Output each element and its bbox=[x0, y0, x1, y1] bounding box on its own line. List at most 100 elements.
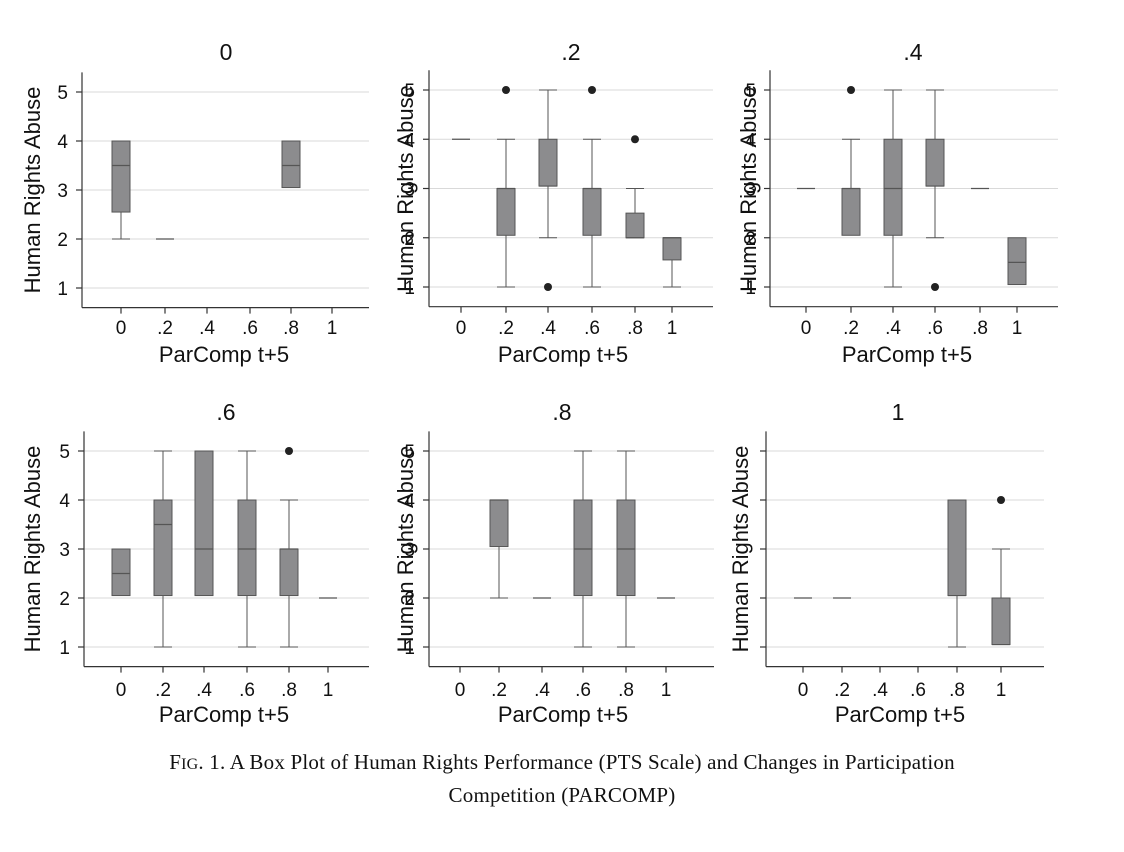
x-tick-label: .2 bbox=[491, 680, 507, 701]
panel-2: 1 2 3 4 5 0 .2 .4 .6 .8 1 .2 ParComp t+5 Human Rights… bbox=[393, 39, 713, 367]
y-tick-label: 3 bbox=[59, 540, 70, 561]
box-.4 bbox=[883, 89, 903, 288]
y-tick-label: 2 bbox=[59, 589, 70, 610]
box-body bbox=[111, 548, 131, 597]
box-.8 bbox=[281, 140, 301, 189]
y-tick-label: 4 bbox=[745, 130, 756, 151]
panel-title: 1 bbox=[892, 399, 905, 425]
x-axis-title: ParComp t+5 bbox=[842, 342, 972, 367]
y-tick-label: 5 bbox=[59, 442, 70, 463]
x-tick-label: .8 bbox=[972, 318, 988, 339]
box-.6 bbox=[573, 450, 593, 648]
box-body bbox=[194, 450, 214, 597]
box-1 bbox=[662, 237, 682, 288]
x-tick-label: 0 bbox=[798, 680, 809, 701]
y-tick-label: 1 bbox=[57, 279, 68, 300]
panel-title: .2 bbox=[561, 39, 580, 65]
x-tick-label: .6 bbox=[239, 680, 255, 701]
box-body bbox=[237, 499, 257, 597]
x-tick-label: .4 bbox=[534, 680, 550, 701]
panel-title: 0 bbox=[220, 39, 233, 65]
caption-fig-number: . 1. bbox=[198, 750, 226, 774]
y-axis-title: Human Rights Abuse bbox=[393, 85, 418, 292]
y-axis-title: Human Rights Abuse bbox=[20, 446, 45, 653]
x-tick-label: .6 bbox=[575, 680, 591, 701]
x-tick-label: 0 bbox=[116, 680, 127, 701]
panel-1: 1 2 3 4 5 0 .2 .4 .6 .8 1 0 ParComp t+5 Human Rights … bbox=[20, 39, 369, 367]
box-.4 bbox=[194, 450, 214, 597]
box-.8 bbox=[947, 499, 967, 648]
box-body bbox=[281, 140, 301, 189]
caption-fig-smallcaps: IG bbox=[181, 756, 199, 773]
outlier-point bbox=[544, 283, 552, 291]
x-tick-label: .8 bbox=[283, 318, 299, 339]
box-body bbox=[279, 548, 299, 597]
x-tick-label: 0 bbox=[116, 318, 127, 339]
x-tick-label: 1 bbox=[327, 318, 338, 339]
x-tick-label: 1 bbox=[661, 680, 672, 701]
y-tick-label: 1 bbox=[404, 278, 415, 299]
box-.8 bbox=[625, 135, 645, 239]
outlier-point bbox=[997, 496, 1005, 504]
panel-title: .8 bbox=[552, 399, 571, 425]
y-tick-label: 3 bbox=[404, 540, 415, 561]
x-tick-label: .6 bbox=[584, 318, 600, 339]
box-0 bbox=[111, 140, 131, 240]
x-tick-label: .8 bbox=[618, 680, 634, 701]
x-tick-label: .8 bbox=[281, 680, 297, 701]
box-.2 bbox=[496, 86, 516, 288]
y-axis-title: Human Rights Abuse bbox=[728, 446, 753, 653]
x-tick-label: .2 bbox=[157, 318, 173, 339]
box-.2 bbox=[153, 450, 173, 648]
y-tick-label: 4 bbox=[404, 491, 415, 512]
y-tick-label: 3 bbox=[745, 180, 756, 201]
box-body bbox=[662, 237, 682, 261]
box-.6 bbox=[582, 86, 602, 288]
box-1 bbox=[991, 496, 1011, 646]
box-body bbox=[883, 138, 903, 236]
x-tick-label: .8 bbox=[949, 680, 965, 701]
y-tick-label: 4 bbox=[59, 491, 70, 512]
x-axis-title: ParComp t+5 bbox=[835, 702, 965, 727]
x-tick-label: .2 bbox=[834, 680, 850, 701]
box-body bbox=[573, 499, 593, 597]
x-tick-label: 1 bbox=[667, 318, 678, 339]
x-tick-label: 1 bbox=[996, 680, 1007, 701]
y-tick-label: 1 bbox=[59, 638, 70, 659]
x-tick-label: .6 bbox=[927, 318, 943, 339]
x-axis-title: ParComp t+5 bbox=[498, 342, 628, 367]
outlier-point bbox=[631, 135, 639, 144]
x-tick-label: .6 bbox=[910, 680, 926, 701]
caption-fig-letter: F bbox=[169, 750, 182, 774]
x-tick-label: 1 bbox=[1012, 318, 1023, 339]
x-tick-label: .4 bbox=[885, 318, 901, 339]
x-axis-title: ParComp t+5 bbox=[498, 702, 628, 727]
box-.8 bbox=[279, 447, 299, 648]
y-tick-label: 3 bbox=[404, 180, 415, 201]
y-tick-label: 2 bbox=[745, 229, 756, 250]
box-body bbox=[111, 140, 131, 213]
box-body bbox=[496, 188, 516, 236]
x-tick-label: 1 bbox=[323, 680, 334, 701]
y-tick-label: 5 bbox=[57, 83, 68, 104]
panel-title: .4 bbox=[903, 39, 922, 65]
y-axis-title: Human Rights Abuse bbox=[393, 446, 418, 653]
x-axis-title: ParComp t+5 bbox=[159, 702, 289, 727]
y-tick-label: 1 bbox=[404, 638, 415, 659]
y-axis-title: Human Rights Abuse bbox=[20, 87, 45, 294]
x-axis-title: ParComp t+5 bbox=[159, 342, 289, 367]
x-tick-label: .4 bbox=[540, 318, 556, 339]
box-.6 bbox=[925, 89, 945, 291]
outlier-point bbox=[931, 283, 939, 291]
x-tick-label: .6 bbox=[242, 318, 258, 339]
box-body bbox=[991, 597, 1011, 646]
y-tick-label: 4 bbox=[404, 130, 415, 151]
x-tick-label: .2 bbox=[843, 318, 859, 339]
panel-3: 1 2 3 4 5 0 .2 .4 .6 .8 1 .4 ParComp t+5 Human Rights… bbox=[736, 39, 1058, 367]
box-body bbox=[625, 212, 645, 239]
y-tick-label: 5 bbox=[404, 442, 415, 463]
y-tick-label: 2 bbox=[404, 589, 415, 610]
y-tick-label: 5 bbox=[745, 81, 756, 102]
